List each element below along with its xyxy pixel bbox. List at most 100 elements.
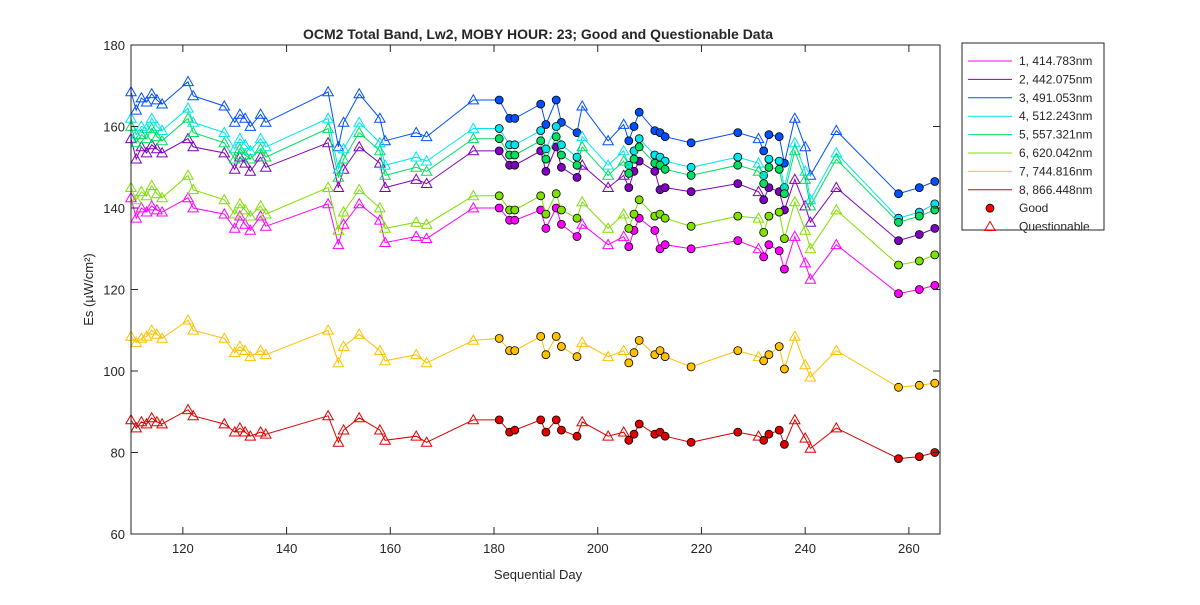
questionable-point — [233, 150, 246, 162]
questionable-point — [259, 427, 272, 439]
good-point — [551, 189, 561, 199]
questionable-point — [218, 136, 231, 148]
good-point — [634, 335, 644, 345]
good-point — [494, 415, 504, 425]
legend-item: 1, 414.783nm — [968, 54, 1092, 68]
legend-item: 2, 442.075nm — [968, 72, 1092, 86]
good-point — [660, 132, 670, 142]
legend-label: 1, 414.783nm — [1019, 54, 1092, 68]
good-point — [686, 187, 696, 197]
questionable-point — [150, 142, 163, 154]
questionable-point — [576, 99, 589, 111]
series-7 — [124, 313, 940, 392]
questionable-point — [135, 415, 148, 427]
questionable-point — [130, 152, 143, 164]
questionable-point — [467, 144, 480, 156]
legend-label: 8, 866.448nm — [1019, 183, 1092, 197]
questionable-point — [379, 236, 392, 247]
good-point — [551, 331, 561, 341]
good-point — [629, 429, 639, 439]
questionable-point — [239, 112, 252, 123]
questionable-point — [420, 232, 433, 243]
questionable-point — [373, 344, 386, 355]
good-point — [733, 346, 743, 356]
questionable-point — [379, 354, 392, 366]
questionable-point — [830, 181, 843, 192]
good-point — [557, 150, 566, 160]
good-point — [624, 358, 634, 368]
good-point — [660, 183, 670, 193]
x-axis-label: Sequential Day — [494, 567, 583, 582]
questionable-point — [410, 150, 423, 162]
good-point — [510, 114, 520, 123]
questionable-point — [150, 415, 163, 427]
good-point — [536, 415, 546, 425]
questionable-point — [259, 207, 272, 219]
series-1 — [124, 191, 940, 299]
good-point — [629, 154, 639, 164]
questionable-point — [804, 199, 817, 211]
questionable-point — [353, 197, 366, 209]
questionable-point — [576, 415, 589, 427]
questionable-point — [420, 356, 433, 368]
questionable-point — [145, 411, 158, 423]
good-point — [541, 154, 551, 164]
questionable-point — [602, 169, 615, 180]
good-point — [733, 236, 743, 246]
questionable-point — [259, 116, 272, 127]
good-point — [686, 437, 696, 447]
questionable-point — [337, 152, 350, 164]
good-point — [572, 213, 582, 223]
questionable-point — [830, 203, 843, 215]
questionable-point — [788, 144, 801, 156]
questionable-point — [576, 336, 589, 347]
good-point — [655, 346, 665, 356]
questionable-point — [130, 136, 143, 148]
good-point — [733, 152, 743, 162]
y-tick-label: 140 — [103, 201, 125, 216]
questionable-point — [617, 425, 630, 437]
good-point — [733, 427, 743, 437]
questionable-point — [244, 209, 257, 221]
questionable-point — [799, 256, 812, 268]
questionable-point — [228, 163, 241, 174]
questionable-point — [218, 193, 231, 205]
questionable-point — [332, 181, 345, 192]
legend-label: 2, 442.075nm — [1019, 72, 1092, 86]
questionable-point — [420, 436, 433, 447]
good-point — [930, 378, 940, 388]
questionable-point — [576, 130, 589, 142]
questionable-point — [187, 183, 200, 195]
good-point — [494, 124, 504, 133]
good-point — [759, 179, 769, 189]
legend-questionable-marker — [983, 220, 997, 231]
questionable-point — [218, 126, 231, 137]
questionable-point — [830, 238, 843, 250]
questionable-point — [830, 152, 843, 164]
questionable-point — [259, 140, 272, 152]
good-point — [557, 219, 566, 229]
questionable-point — [379, 134, 392, 146]
legend-label: 3, 491.053nm — [1019, 91, 1092, 105]
questionable-point — [337, 142, 350, 154]
questionable-point — [830, 146, 843, 158]
questionable-point — [410, 173, 423, 184]
good-point — [686, 221, 696, 231]
questionable-point — [617, 207, 630, 219]
series-3 — [124, 75, 940, 199]
questionable-point — [752, 429, 765, 441]
x-tick-label: 200 — [587, 541, 609, 556]
good-point — [894, 189, 903, 199]
questionable-point — [420, 177, 433, 188]
questionable-point — [130, 103, 143, 115]
good-point — [510, 215, 520, 225]
good-point — [780, 234, 789, 244]
questionable-point — [239, 344, 252, 355]
y-axis-label: Es (µW/cm²) — [81, 253, 96, 325]
questionable-point — [228, 346, 241, 358]
questionable-point — [135, 332, 148, 343]
questionable-point — [254, 425, 267, 437]
x-tick-label: 220 — [691, 541, 713, 556]
x-tick-label: 180 — [483, 541, 505, 556]
questionable-point — [140, 146, 153, 158]
